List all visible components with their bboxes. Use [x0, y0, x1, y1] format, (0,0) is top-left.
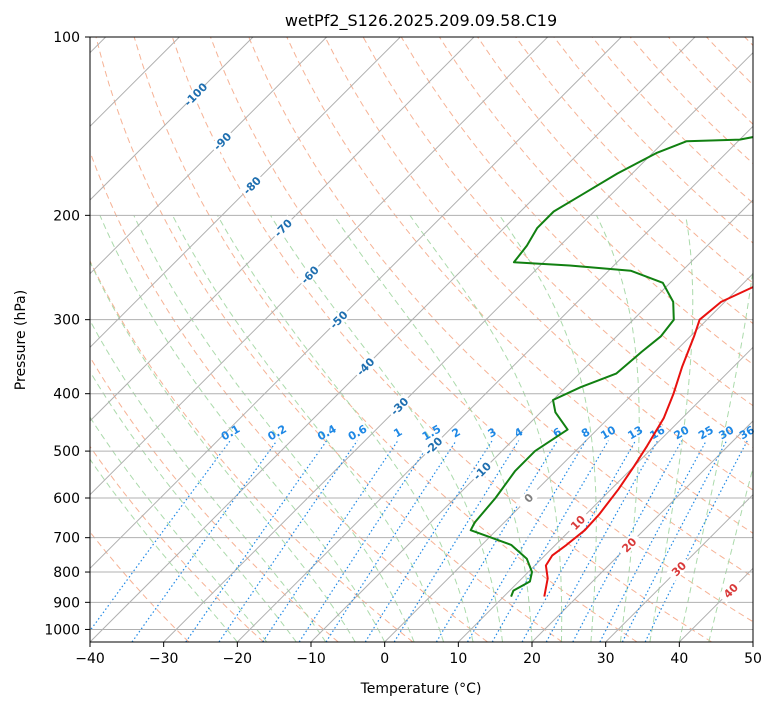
moist-adiabat: [90, 260, 356, 642]
isotherm-line: [90, 37, 254, 201]
x-tick-label: −40: [75, 651, 105, 667]
mixing-ratio-line: [185, 440, 328, 642]
isotherm-line: [90, 37, 622, 570]
isotherm-label-bg: [270, 215, 296, 241]
isotherm-label-bg: [325, 306, 352, 333]
mixing-ratio-line: [298, 440, 432, 642]
isotherm-label-bg: [352, 353, 379, 380]
y-tick-label: 600: [53, 491, 80, 507]
moist-adiabat: [172, 215, 445, 642]
isotherm-line: [90, 37, 696, 642]
moist-adiabat: [90, 416, 268, 642]
chart-title: wetPf2_S126.2025.209.09.58.C19: [285, 11, 557, 31]
x-tick-label: 30: [597, 651, 615, 667]
isotherm-label-bg: [182, 81, 209, 108]
mixing-ratio-line: [262, 440, 399, 642]
isotherm-line: [163, 51, 753, 642]
isotherm-label-bg: [209, 128, 236, 155]
x-tick-label: 50: [744, 651, 762, 667]
mixing-ratio-line: [491, 440, 609, 642]
isotherm-line: [90, 37, 401, 349]
moist-adiabat: [90, 370, 297, 642]
x-tick-label: −20: [223, 651, 253, 667]
isotherm-line: [605, 493, 753, 642]
isotherm-label-bg: [297, 262, 323, 288]
mixing-ratio-line: [364, 440, 493, 642]
isotherm-label-bg: [469, 458, 495, 484]
isotherm-label-bg: [565, 509, 591, 536]
y-axis-label: Pressure (hPa): [13, 290, 29, 390]
moist-adiabat: [409, 215, 563, 642]
moist-adiabat: [217, 215, 474, 642]
mixing-ratio-line: [545, 440, 659, 642]
mixing-ratio-line: [466, 440, 587, 642]
profile-lines: [469, 136, 753, 597]
isotherm-label-bg: [386, 393, 413, 419]
x-axis-label: Temperature (°C): [360, 681, 482, 697]
y-tick-label: 500: [53, 444, 80, 460]
y-tick-label: 700: [53, 531, 80, 547]
mixing-ratio-line: [521, 440, 637, 642]
x-tick-label: 10: [449, 651, 467, 667]
x-tick-label: 40: [670, 651, 688, 667]
dry-adiabat: [286, 37, 753, 534]
moist-adiabat: [99, 215, 386, 642]
mixing-ratio-line: [90, 440, 231, 632]
mixing-ratio-line: [435, 440, 558, 642]
moist-adiabat: [649, 215, 694, 642]
x-tick-label: −30: [149, 651, 179, 667]
dewpoint-profile: [469, 136, 753, 597]
temperature-profile: [543, 285, 753, 597]
isotherm-line: [90, 37, 549, 496]
y-tick-label: 800: [53, 565, 80, 581]
mixing-ratio-line: [644, 440, 748, 642]
y-tick-label: 1000: [44, 622, 80, 638]
dry-adiabat: [133, 37, 638, 642]
isotherm-line: [90, 37, 475, 422]
y-tick-label: 200: [53, 208, 80, 224]
moist-adiabat: [678, 265, 753, 642]
mixing-ratio-line: [572, 440, 683, 642]
isotherm-line: [310, 199, 753, 642]
dry-adiabat: [210, 37, 753, 623]
dry-adiabat: [90, 445, 264, 642]
moist-adiabat: [90, 458, 238, 642]
isotherm-label-bg: [515, 485, 542, 511]
dry-adiabat: [95, 37, 563, 642]
y-tick-label: 100: [53, 30, 80, 46]
y-tick-label: 900: [53, 595, 80, 611]
isotherm-label-bg: [420, 433, 447, 459]
x-tick-label: 20: [523, 651, 541, 667]
x-tick-label: 0: [380, 651, 389, 667]
isotherm-label-bg: [616, 532, 642, 558]
y-tick-label: 400: [53, 387, 80, 403]
isotherm-label-bg: [666, 556, 692, 582]
mixing-ratio-line: [131, 440, 278, 642]
isotherm-line: [457, 346, 753, 642]
dry-adiabat: [515, 37, 753, 284]
moist-adiabat: [596, 215, 640, 642]
y-tick-label: 300: [53, 313, 80, 329]
isotherm-label-bg: [239, 172, 265, 199]
moist-adiabat: [133, 215, 415, 642]
dry-adiabat: [90, 259, 414, 642]
plot-frame: [89, 36, 754, 643]
moist-adiabat: [333, 215, 533, 642]
mixing-ratio-line: [325, 440, 457, 642]
isotherm-line: [384, 272, 753, 642]
x-tick-label: −10: [296, 651, 326, 667]
x-axis: −40 −30 −20 −10 0 10 20 30 40 50: [75, 642, 762, 667]
mixing-ratio-line: [393, 440, 520, 642]
dry-adiabat: [90, 356, 339, 642]
isotherm-line: [236, 125, 753, 642]
y-axis: 100 200 300 400 500 600 700 800 900 1000: [44, 30, 90, 638]
dry-adiabat: [248, 37, 753, 578]
moist-adiabat: [270, 215, 503, 642]
isotherm-label-bg: [717, 577, 744, 604]
moist-adiabat: [90, 319, 327, 642]
background-lines: [90, 37, 753, 642]
